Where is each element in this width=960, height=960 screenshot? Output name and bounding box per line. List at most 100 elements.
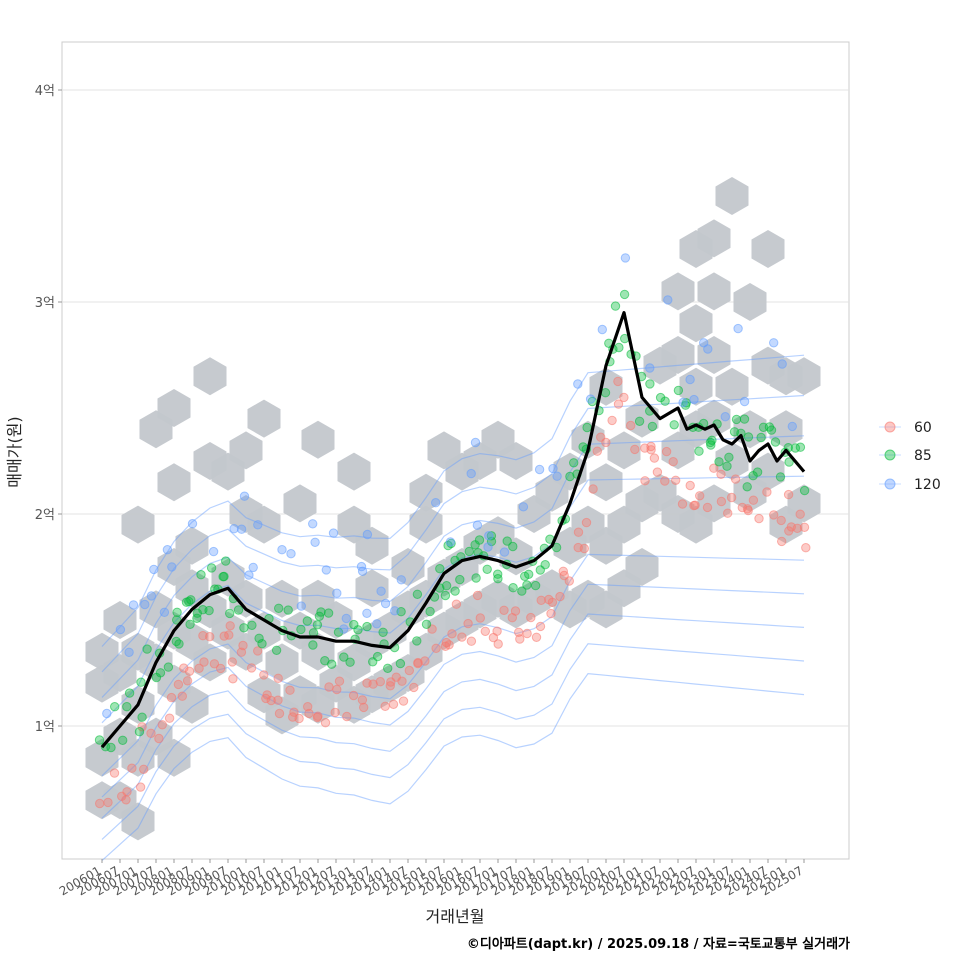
point-60	[332, 684, 342, 695]
point-120	[445, 537, 456, 547]
point-120	[208, 546, 219, 557]
point-85	[362, 621, 372, 632]
point-120	[678, 397, 688, 408]
point-85	[218, 572, 228, 582]
point-60	[357, 695, 368, 705]
point-85	[565, 471, 575, 482]
point-60	[109, 768, 120, 778]
point-120	[534, 464, 545, 475]
point-60	[451, 599, 462, 609]
point-85	[714, 457, 724, 467]
point-60	[579, 543, 589, 554]
hexbin-cell	[121, 802, 155, 841]
point-120	[244, 570, 254, 580]
point-60	[238, 640, 248, 651]
point-60	[135, 782, 146, 792]
hexbin-cell	[589, 463, 623, 502]
y-axis-title: 매매가(원)	[5, 416, 24, 487]
point-85	[464, 546, 474, 557]
density-contour	[101, 435, 805, 698]
density-contour	[101, 643, 805, 840]
point-85	[136, 677, 146, 687]
point-60	[592, 446, 602, 456]
point-85	[731, 414, 742, 425]
point-60	[730, 474, 741, 484]
hexbin-cell	[103, 601, 137, 639]
point-85	[316, 607, 326, 617]
point-60	[139, 764, 149, 774]
point-85	[233, 605, 244, 615]
point-85	[524, 569, 534, 579]
point-120	[102, 708, 112, 719]
point-60	[184, 666, 195, 676]
point-120	[689, 394, 699, 405]
point-85	[308, 640, 318, 650]
point-85	[254, 633, 264, 643]
point-120	[769, 338, 779, 348]
point-85	[435, 564, 445, 574]
point-60	[480, 626, 490, 636]
point-60	[661, 446, 672, 457]
x-axis: 2006012006072007012007072008012008072009…	[57, 859, 806, 899]
point-60	[475, 613, 485, 623]
point-60	[103, 797, 113, 808]
point-85	[421, 619, 432, 629]
point-120	[597, 324, 607, 335]
point-85	[225, 608, 235, 619]
point-60	[259, 670, 269, 680]
hexbin-cell	[175, 526, 209, 565]
point-60	[754, 513, 764, 524]
source-caption: ©디아파트(dapt.kr) / 2025.09.18 / 자료=국토교통부 실…	[466, 937, 850, 952]
point-60	[273, 673, 283, 683]
point-60	[472, 590, 483, 601]
point-60	[182, 676, 193, 686]
point-60	[294, 713, 304, 724]
point-60	[273, 695, 283, 705]
hexbin-cell	[499, 442, 533, 480]
point-85	[742, 482, 752, 492]
point-85	[274, 603, 284, 613]
legend: 60 85 120	[879, 420, 941, 493]
point-85	[450, 586, 460, 596]
trend-line-layer	[100, 311, 806, 749]
point-60	[166, 692, 177, 703]
point-60	[95, 798, 105, 809]
point-85	[455, 574, 465, 585]
point-60	[444, 640, 454, 650]
point-85	[110, 702, 120, 712]
point-60	[493, 639, 503, 649]
point-120	[739, 396, 750, 407]
point-120	[286, 549, 296, 559]
point-60	[510, 606, 521, 616]
point-120	[376, 586, 386, 596]
point-60	[215, 663, 226, 674]
hexbin-cell	[733, 283, 767, 321]
point-120	[277, 545, 287, 555]
point-120	[248, 562, 258, 573]
point-85	[790, 443, 801, 453]
hexbin-cell	[229, 579, 263, 618]
point-60	[795, 509, 805, 519]
point-60	[348, 690, 359, 701]
point-85	[142, 644, 152, 654]
point-60	[397, 676, 407, 686]
point-60	[146, 728, 156, 738]
point-60	[671, 475, 681, 485]
point-60	[359, 702, 369, 713]
hexbin-cell	[697, 219, 731, 258]
legend-marker-85	[884, 449, 896, 461]
point-60	[646, 445, 656, 455]
point-60	[726, 492, 737, 503]
point-60	[121, 795, 131, 805]
point-85	[395, 658, 406, 669]
point-120	[620, 253, 631, 263]
point-60	[526, 612, 536, 623]
point-85	[412, 589, 423, 599]
point-60	[695, 491, 705, 501]
point-120	[167, 562, 177, 572]
point-120	[466, 468, 476, 479]
density-contours	[101, 354, 805, 862]
point-85	[118, 735, 128, 745]
point-120	[552, 471, 562, 481]
